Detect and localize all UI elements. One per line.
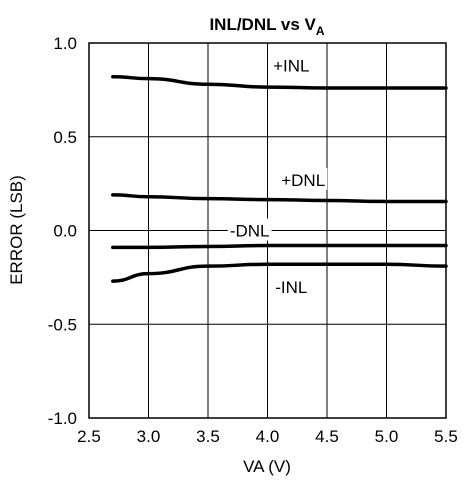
series-labels: +INL +DNL -DNL -INL [227,53,328,297]
series-label-bg [271,53,312,76]
series-label-bg [273,274,310,297]
x-tick-label: 5.5 [434,427,458,446]
y-tick-labels: -1.0 -0.5 0.0 0.5 1.0 [48,34,77,428]
x-tick-label: 4.0 [256,427,280,446]
y-axis-label: ERROR (LSB) [7,175,26,285]
y-tick-label: -1.0 [48,409,77,428]
x-tick-label: 5.0 [375,427,399,446]
series-line-minus-dnl [111,243,448,250]
x-tick-label: 2.5 [77,427,101,446]
series-label-plusminus-inl: +INL [273,57,309,76]
series-label-minus-dnl: -DNL [230,222,270,241]
series-label-bg [227,218,272,241]
x-tick-labels: 2.5 3.0 3.5 4.0 4.5 5.0 5.5 [77,427,458,446]
y-tick-label: 0.5 [53,128,77,147]
series-line-minus-inl [111,262,448,283]
series-line-plusminus-inl [111,75,448,90]
x-tick-label: 3.5 [196,427,220,446]
series-line-plusminus-dnl [111,193,448,204]
series-label-plusminus-dnl: +DNL [281,171,325,190]
y-tick-label: -0.5 [48,315,77,334]
chart-title: INL/DNL vs VA [209,15,324,38]
y-tick-label: 1.0 [53,34,77,53]
series-label-bg [279,167,328,190]
x-axis-label: VA (V) [243,457,291,476]
y-tick-label: 0.0 [53,222,77,241]
plot-frame [88,42,447,419]
x-tick-label: 4.5 [315,427,339,446]
series-lines [111,75,448,283]
x-tick-label: 3.0 [137,427,161,446]
series-label-minus-inl: -INL [275,278,307,297]
